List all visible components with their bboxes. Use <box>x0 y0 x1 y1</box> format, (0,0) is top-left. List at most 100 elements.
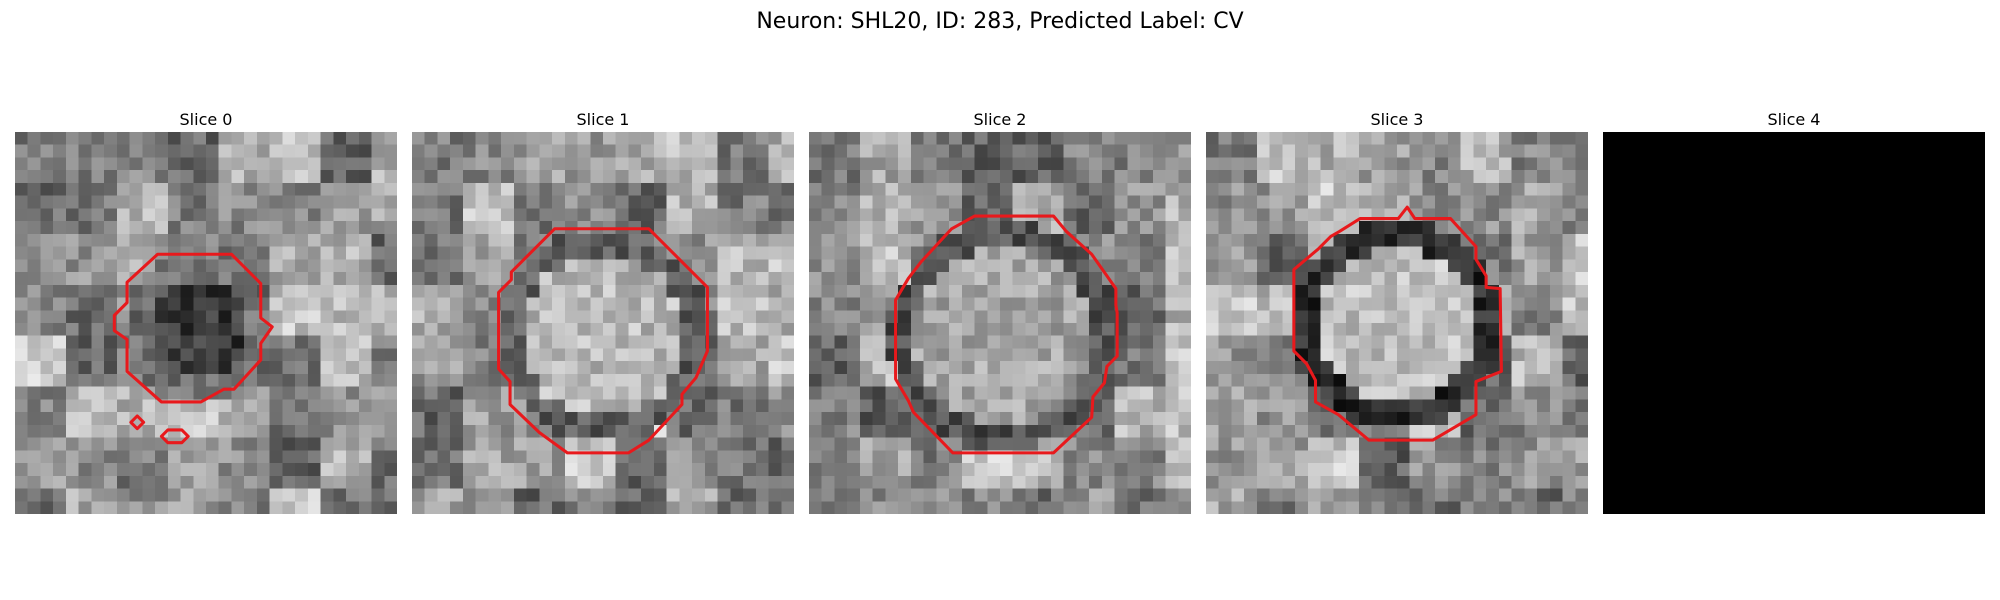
image-pixel <box>15 246 28 260</box>
slice-title: Slice 2 <box>973 110 1027 129</box>
image-pixel <box>1127 501 1141 514</box>
image-pixel <box>384 221 397 235</box>
image-pixel <box>206 361 219 375</box>
image-pixel <box>666 437 680 451</box>
image-pixel <box>1460 259 1474 273</box>
image-pixel <box>1140 488 1154 502</box>
image-pixel <box>885 208 899 222</box>
image-pixel <box>78 399 92 413</box>
image-pixel <box>1140 424 1154 438</box>
image-pixel <box>450 144 464 158</box>
image-pixel <box>1537 157 1551 171</box>
image-pixel <box>333 488 347 502</box>
image-pixel <box>641 182 655 196</box>
image-pixel <box>1269 144 1283 158</box>
image-pixel <box>15 373 28 387</box>
image-pixel <box>1333 246 1347 260</box>
image-pixel <box>1076 361 1090 375</box>
image-pixel <box>961 132 975 145</box>
image-pixel <box>1038 373 1052 387</box>
image-pixel <box>653 348 667 362</box>
image-pixel <box>180 463 194 477</box>
image-pixel <box>129 297 143 311</box>
image-pixel <box>1307 450 1321 464</box>
image-pixel <box>1549 348 1563 362</box>
image-pixel <box>1000 284 1013 298</box>
image-pixel <box>1025 272 1039 286</box>
image-pixel <box>910 221 924 235</box>
image-pixel <box>1549 361 1563 375</box>
image-pixel <box>244 195 258 209</box>
image-pixel <box>142 386 156 400</box>
image-pixel <box>872 297 886 311</box>
image-pixel <box>1140 195 1154 209</box>
image-pixel <box>450 157 464 171</box>
image-pixel <box>910 144 924 158</box>
image-pixel <box>142 424 156 438</box>
image-pixel <box>488 182 502 196</box>
image-pixel <box>653 463 667 477</box>
image-pixel <box>885 195 899 209</box>
image-pixel <box>834 259 848 273</box>
image-pixel <box>755 246 769 260</box>
image-pixel <box>15 259 28 273</box>
image-pixel <box>129 182 143 196</box>
image-pixel <box>1114 297 1128 311</box>
image-pixel <box>1295 424 1309 438</box>
image-pixel <box>1218 221 1232 235</box>
image-pixel <box>781 424 794 438</box>
image-pixel <box>603 488 616 502</box>
image-pixel <box>949 195 963 209</box>
image-pixel <box>1178 475 1191 489</box>
image-pixel <box>898 323 912 336</box>
image-pixel <box>1447 259 1461 273</box>
image-pixel <box>641 157 655 171</box>
contour-line <box>129 414 146 431</box>
image-pixel <box>1218 373 1232 387</box>
image-pixel <box>1218 475 1232 489</box>
image-pixel <box>603 297 616 311</box>
image-pixel <box>513 310 527 324</box>
image-pixel <box>987 323 1001 336</box>
image-pixel <box>384 450 397 464</box>
image-pixel <box>1114 157 1128 171</box>
image-pixel <box>1282 208 1296 222</box>
image-pixel <box>218 195 232 209</box>
image-pixel <box>1038 386 1052 400</box>
image-pixel <box>666 182 680 196</box>
image-pixel <box>730 424 744 438</box>
image-pixel <box>1063 450 1077 464</box>
image-pixel <box>1231 501 1245 514</box>
image-pixel <box>923 373 937 387</box>
image-pixel <box>577 488 591 502</box>
image-pixel <box>1473 284 1487 298</box>
image-pixel <box>358 475 372 489</box>
image-pixel <box>307 412 321 426</box>
image-pixel <box>104 284 118 298</box>
image-pixel <box>1256 399 1270 413</box>
image-pixel <box>91 361 105 375</box>
image-pixel <box>590 361 604 375</box>
image-pixel <box>193 450 207 464</box>
image-pixel <box>1397 157 1410 171</box>
image-pixel <box>1524 323 1538 336</box>
image-pixel <box>412 424 425 438</box>
image-pixel <box>104 335 118 349</box>
image-pixel <box>743 221 757 235</box>
image-pixel <box>1165 195 1179 209</box>
image-pixel <box>142 399 156 413</box>
image-pixel <box>961 412 975 426</box>
image-pixel <box>923 386 937 400</box>
image-pixel <box>666 272 680 286</box>
image-pixel <box>269 182 283 196</box>
image-pixel <box>1358 144 1372 158</box>
image-pixel <box>1231 323 1245 336</box>
image-pixel <box>872 335 886 349</box>
image-pixel <box>1101 488 1115 502</box>
image-pixel <box>821 170 835 184</box>
image-pixel <box>898 412 912 426</box>
image-pixel <box>641 195 655 209</box>
image-pixel <box>1244 259 1258 273</box>
image-pixel <box>333 323 347 336</box>
image-pixel <box>974 259 988 273</box>
